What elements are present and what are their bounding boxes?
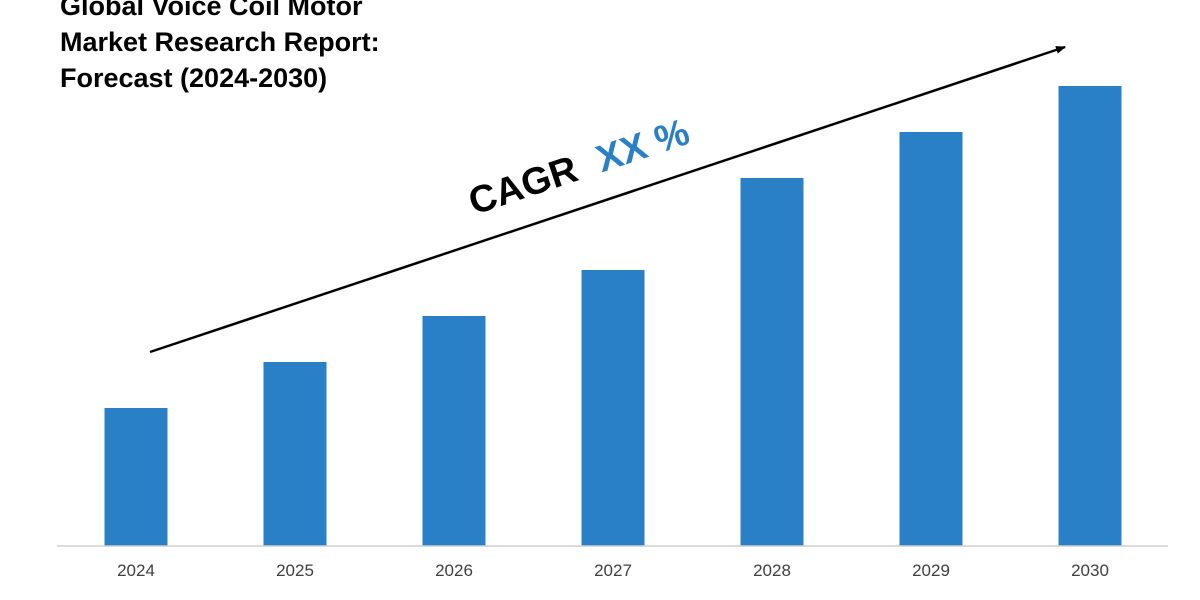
bar-2030 — [1058, 86, 1122, 546]
x-tick-label-2024: 2024 — [117, 561, 155, 580]
cagr-prefix: CAGR — [464, 148, 583, 223]
bar-2024 — [104, 408, 168, 546]
bar-2025 — [263, 362, 327, 546]
chart-title: Global Voice Coil Motor Market Research … — [60, 0, 480, 96]
trend-arrow — [149, 45, 1066, 354]
chart-title-line-1: Global Voice Coil Motor — [60, 0, 363, 21]
chart-title-line-3: Forecast (2024-2030) — [60, 63, 328, 93]
x-tick-labels: 2024 2025 2026 2027 2028 2029 2030 — [117, 561, 1109, 580]
x-tick-label-2025: 2025 — [276, 561, 314, 580]
cagr-value: XX % — [591, 111, 694, 181]
x-tick-label-2030: 2030 — [1071, 561, 1109, 580]
bar-2029 — [899, 132, 963, 546]
x-tick-label-2029: 2029 — [912, 561, 950, 580]
x-tick-label-2026: 2026 — [435, 561, 473, 580]
x-tick-label-2027: 2027 — [594, 561, 632, 580]
x-tick-label-2028: 2028 — [753, 561, 791, 580]
bar-2026 — [422, 316, 486, 546]
bar-2027 — [581, 270, 645, 546]
bar-2028 — [740, 178, 804, 546]
cagr-annotation: CAGR XX % — [464, 111, 695, 223]
bars-layer — [104, 86, 1122, 546]
chart-title-line-2: Market Research Report: — [60, 27, 380, 57]
